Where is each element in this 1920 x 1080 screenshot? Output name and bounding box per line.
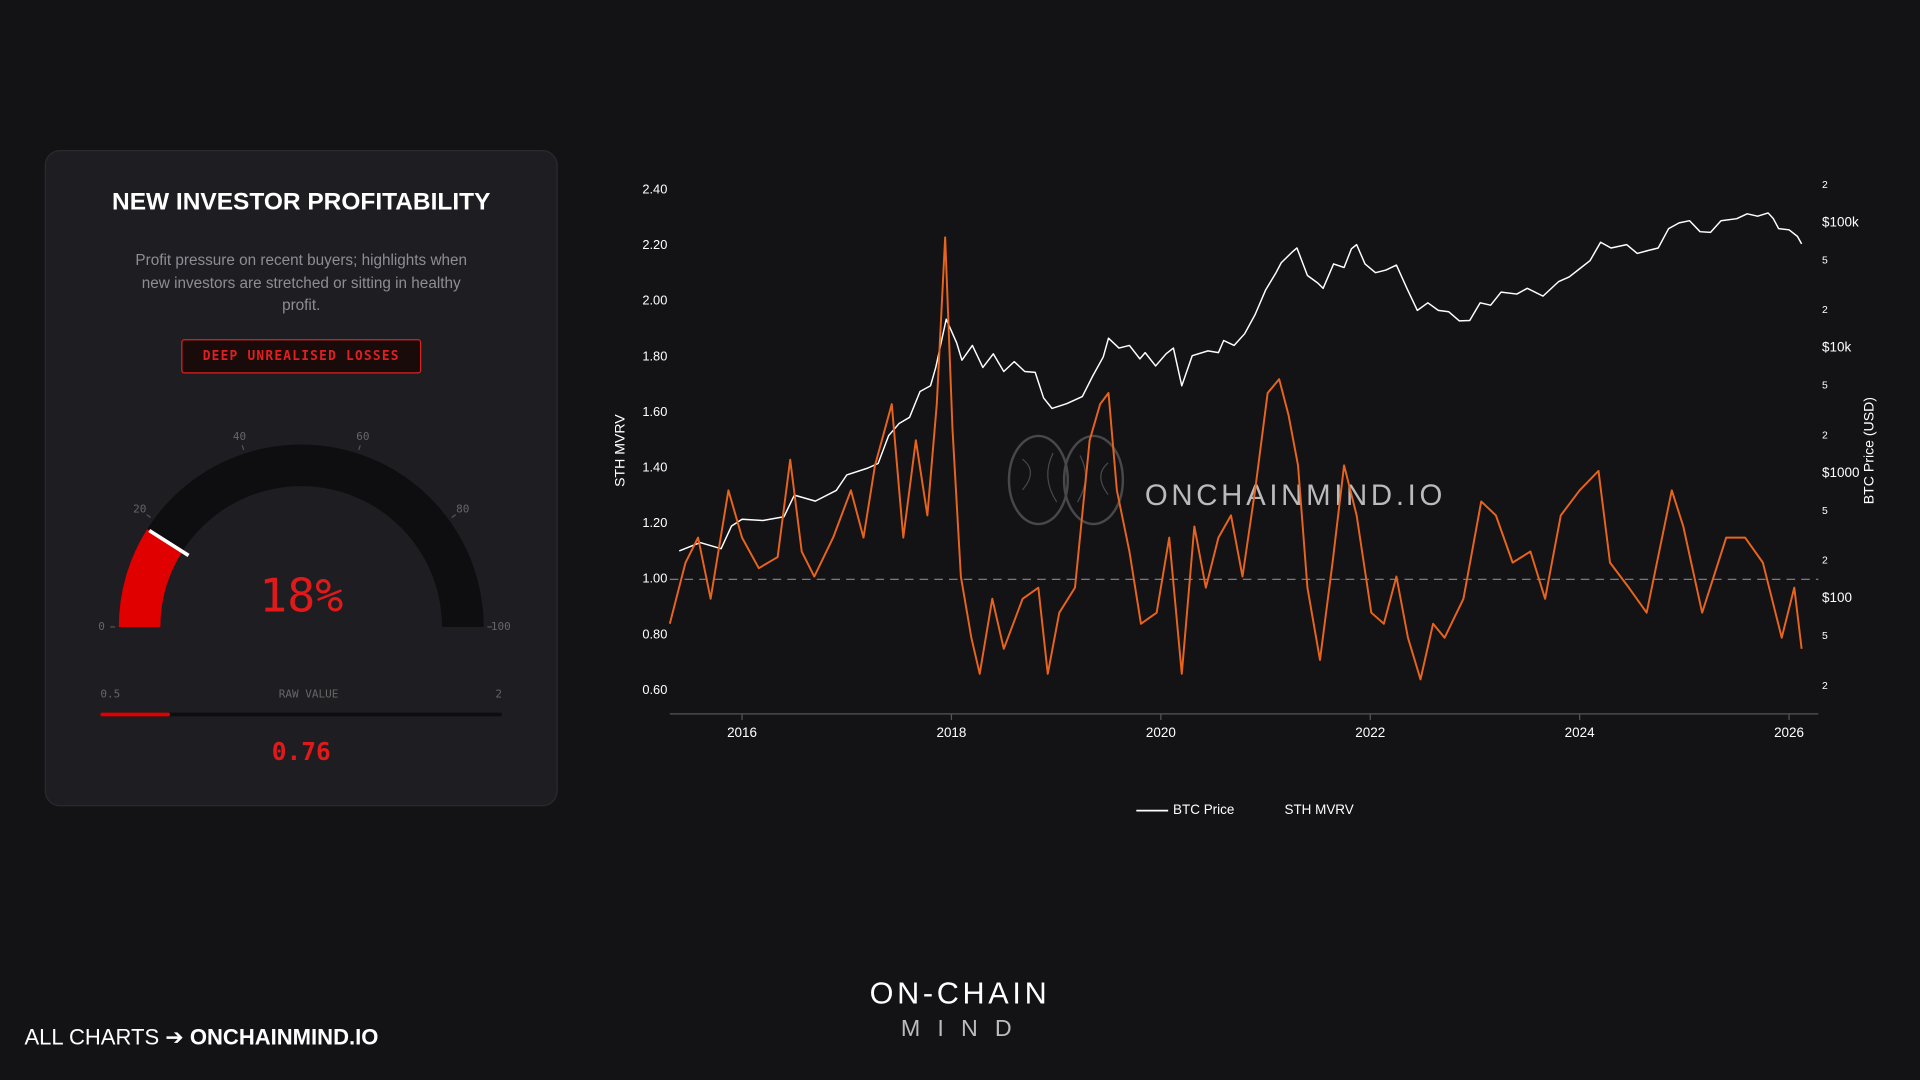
y2-axis-label: BTC Price (USD) <box>1861 397 1877 504</box>
y-tick-label: 0.60 <box>642 682 667 697</box>
y2-tick-label: 2 <box>1822 180 1828 191</box>
gauge-needle <box>148 528 190 557</box>
y2-tick-label: $1000 <box>1822 465 1859 480</box>
legend-label: STH MVRV <box>1284 802 1353 817</box>
logo-bottom: MIND <box>901 1015 1029 1041</box>
description: new investors are stretched or sitting i… <box>142 275 461 292</box>
gauge-track <box>118 444 484 627</box>
gauge-tick <box>241 445 245 451</box>
y2-tick-label: 5 <box>1822 506 1828 517</box>
y-tick-label: 1.40 <box>642 459 667 474</box>
description: profit. <box>282 297 320 314</box>
raw-label: RAW VALUE <box>279 687 339 700</box>
y2-tick-label: 5 <box>1822 255 1828 266</box>
y2-tick-label: 5 <box>1822 381 1828 392</box>
y-tick-label: 2.40 <box>642 181 667 196</box>
logo-top: ON-CHAIN <box>870 977 1051 1011</box>
raw-fill <box>100 712 171 717</box>
x-tick-label: 2024 <box>1565 725 1595 740</box>
y2-tick-label: 2 <box>1822 556 1828 567</box>
badge-text: DEEP UNREALISED LOSSES <box>203 349 400 364</box>
gauge-tick-label: 0 <box>98 620 105 633</box>
x-tick-label: 2022 <box>1355 725 1385 740</box>
brain-logo <box>1007 434 1125 526</box>
gauge-tick <box>146 514 152 519</box>
series-line <box>668 236 1803 681</box>
y2-tick-label: 2 <box>1822 305 1828 316</box>
y-tick-label: 0.80 <box>642 626 667 641</box>
gauge-tick <box>358 445 361 451</box>
x-tick-label: 2018 <box>936 725 966 740</box>
y-tick-label: 1.80 <box>642 348 667 363</box>
gauge-fill <box>118 529 183 627</box>
gauge-value: 18% <box>259 568 343 622</box>
y-axis-label: STH MVRV <box>612 414 628 487</box>
raw-value: 0.76 <box>272 737 331 766</box>
x-tick-label: 2016 <box>727 725 757 740</box>
series-line <box>678 212 1803 552</box>
description: Profit pressure on recent buyers; highli… <box>135 252 467 269</box>
gauge-tick-label: 20 <box>133 503 146 516</box>
y2-tick-label: $100k <box>1822 214 1859 229</box>
y2-tick-label: $100 <box>1822 590 1852 605</box>
y2-tick-label: 2 <box>1822 681 1828 692</box>
watermark: ONCHAINMIND.IO <box>1145 479 1446 512</box>
x-tick-label: 2026 <box>1774 725 1804 740</box>
y2-tick-label: 5 <box>1822 631 1828 642</box>
y-tick-label: 2.00 <box>642 293 667 308</box>
y-tick-label: 1.20 <box>642 515 667 530</box>
gauge-tick-label: 40 <box>233 430 246 443</box>
y-tick-label: 2.20 <box>642 237 667 252</box>
cta: ALL CHARTS ➔ ONCHAINMIND.IO <box>24 1024 378 1049</box>
badge <box>181 339 422 374</box>
y-tick-label: 1.00 <box>642 571 667 586</box>
y2-tick-label: 2 <box>1822 430 1828 441</box>
x-tick-label: 2020 <box>1146 725 1176 740</box>
raw-max: 2 <box>495 687 502 700</box>
gauge-tick-label: 100 <box>491 620 511 633</box>
gauge-tick-label: 80 <box>456 503 469 516</box>
gauge-tick-label: 60 <box>356 430 369 443</box>
cta-text: ALL CHARTS ➔ <box>24 1024 183 1049</box>
gauge-tick <box>451 514 457 519</box>
panel-title: NEW INVESTOR PROFITABILITY <box>112 189 490 216</box>
raw-track <box>100 712 503 717</box>
raw-min: 0.5 <box>100 687 120 700</box>
legend-label: BTC Price <box>1173 802 1234 817</box>
y2-tick-label: $10k <box>1822 340 1851 355</box>
cta-link[interactable]: ONCHAINMIND.IO <box>190 1024 378 1049</box>
y-tick-label: 1.60 <box>642 404 667 419</box>
